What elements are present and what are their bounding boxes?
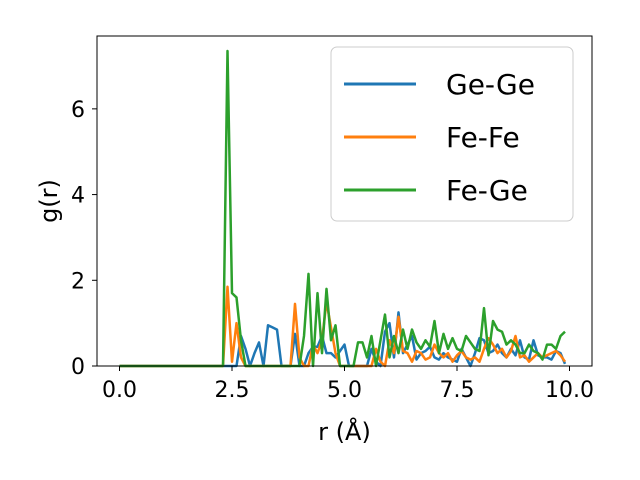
- y-tick-label: 6: [71, 98, 85, 123]
- x-tick-label: 0.0: [102, 378, 137, 403]
- legend-label: Fe-Ge: [446, 174, 528, 207]
- y-tick-label: 4: [71, 184, 85, 209]
- legend: Ge-Ge Fe-Fe Fe-Ge: [330, 46, 574, 222]
- x-axis-label: r (Å): [318, 417, 371, 446]
- y-axis: 0 2 4 6: [71, 98, 97, 380]
- legend-label: Fe-Fe: [446, 121, 520, 154]
- x-axis: 0.0 2.5 5.0 7.5 10.0: [102, 366, 594, 403]
- x-tick-label: 2.5: [215, 378, 250, 403]
- x-tick-label: 5.0: [327, 378, 362, 403]
- legend-box: [330, 46, 574, 222]
- x-tick-label: 7.5: [440, 378, 475, 403]
- legend-label: Ge-Ge: [446, 68, 535, 101]
- x-tick-label: 10.0: [545, 378, 594, 403]
- y-axis-label: g(r): [35, 179, 63, 223]
- y-tick-label: 2: [71, 269, 85, 294]
- y-tick-label: 0: [71, 355, 85, 380]
